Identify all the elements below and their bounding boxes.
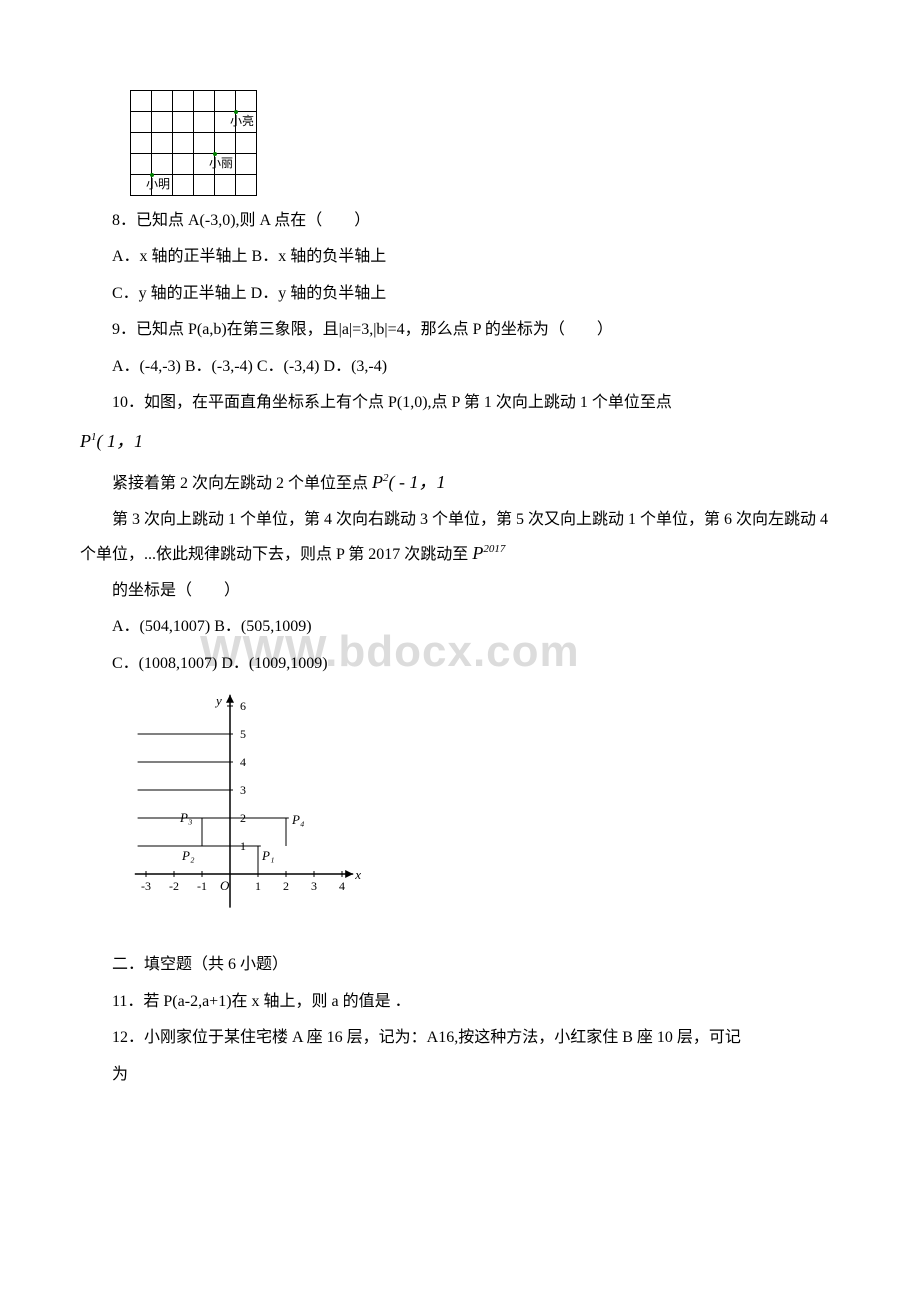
svg-text:-2: -2 <box>169 879 179 893</box>
svg-text:6: 6 <box>240 699 246 713</box>
q8-opts-cd: C．y 轴的正半轴上 D．y 轴的负半轴上 <box>80 279 840 309</box>
q10-line1: 10．如图，在平面直角坐标系上有个点 P(1,0),点 P 第 1 次向上跳动 … <box>80 388 840 418</box>
svg-text:P₄: P₄ <box>291 812 305 827</box>
q10-opts-cd: C．(1008,1007) D．(1009,1009) <box>80 649 840 679</box>
label-xiaoli: 小丽 <box>209 152 233 175</box>
coord-svg: -3 -2 -1 1 2 3 4 1 2 3 4 5 6 Ox y P₁ P₂ P₃ P₄ <box>130 694 390 924</box>
svg-text:2: 2 <box>283 879 289 893</box>
svg-text:P₁: P₁ <box>261 848 274 863</box>
coord-system-figure: -3 -2 -1 1 2 3 4 1 2 3 4 5 6 Ox y P₁ P₂ P₃ P₄ <box>130 694 840 935</box>
svg-text:-1: -1 <box>197 879 207 893</box>
svg-text:2: 2 <box>240 811 246 825</box>
q9-stem: 9．已知点 P(a,b)在第三象限，且|a|=3,|b|=4，那么点 P 的坐标… <box>80 315 840 345</box>
svg-text:x: x <box>354 867 361 882</box>
q12-line1: 12．小刚家位于某住宅楼 A 座 16 层，记为：A16,按这种方法，小红家住 … <box>80 1023 840 1053</box>
svg-text:P₂: P₂ <box>181 848 195 863</box>
svg-text:4: 4 <box>339 879 345 893</box>
svg-text:3: 3 <box>311 879 317 893</box>
svg-text:5: 5 <box>240 727 246 741</box>
q10-formula1: P1( 1，1 <box>80 424 840 458</box>
svg-text:O: O <box>220 878 230 893</box>
q10-line4: 的坐标是（ ） <box>80 576 840 606</box>
label-xiaoming: 小明 <box>146 173 170 196</box>
svg-text:3: 3 <box>240 783 246 797</box>
q9-opts: A．(-4,-3) B．(-3,-4) C．(-3,4) D．(3,-4) <box>80 352 840 382</box>
q8-opts-ab: A．x 轴的正半轴上 B．x 轴的负半轴上 <box>80 242 840 272</box>
grid-table: 小亮 小丽 小明 <box>130 90 257 196</box>
svg-text:y: y <box>214 694 222 708</box>
q10-line2: 紧接着第 2 次向左跳动 2 个单位至点 P2( - 1，1 <box>80 465 840 499</box>
q11-stem: 11．若 P(a-2,a+1)在 x 轴上，则 a 的值是 ． <box>80 987 840 1017</box>
q8-stem: 8．已知点 A(-3,0),则 A 点在（ ） <box>80 206 840 236</box>
svg-text:4: 4 <box>240 755 246 769</box>
svg-text:1: 1 <box>240 839 246 853</box>
svg-text:1: 1 <box>255 879 261 893</box>
q10-line3: 第 3 次向上跳动 1 个单位，第 4 次向右跳动 3 个单位，第 5 次又向上… <box>80 505 840 570</box>
grid-figure: 小亮 小丽 小明 <box>130 90 840 196</box>
q12-line2: 为 <box>80 1060 840 1090</box>
label-xiaoliang: 小亮 <box>230 110 254 133</box>
svg-text:-3: -3 <box>141 879 151 893</box>
svg-text:P₃: P₃ <box>179 810 192 825</box>
section2-title: 二．填空题（共 6 小题） <box>80 950 840 980</box>
q10-opts-ab: A．(504,1007) B．(505,1009) <box>80 612 840 642</box>
